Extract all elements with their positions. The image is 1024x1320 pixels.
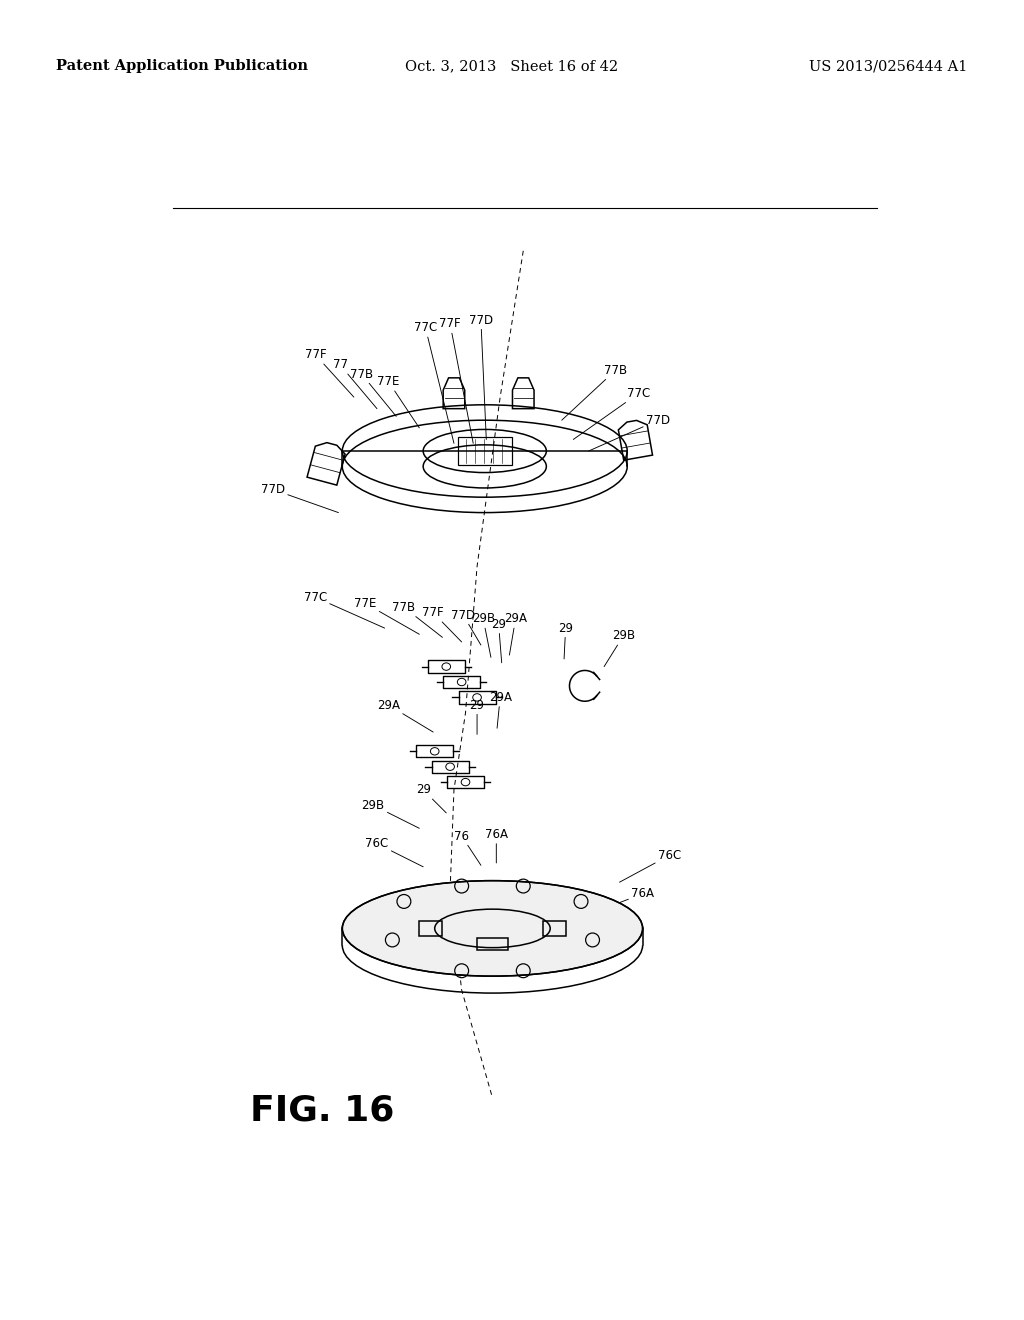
- Text: 29: 29: [470, 698, 484, 734]
- Text: 77C: 77C: [414, 321, 454, 444]
- Text: 29A: 29A: [488, 690, 512, 729]
- Text: 77E: 77E: [354, 597, 419, 635]
- Text: 77B: 77B: [392, 601, 442, 638]
- Text: 29: 29: [492, 618, 506, 663]
- Bar: [416, 744, 454, 758]
- Text: 76C: 76C: [620, 849, 681, 882]
- Bar: [443, 676, 480, 688]
- Text: 29A: 29A: [377, 698, 433, 733]
- Text: 29: 29: [558, 622, 573, 659]
- Text: 77D: 77D: [589, 413, 670, 451]
- Text: 77C: 77C: [304, 591, 385, 628]
- Text: US 2013/0256444 A1: US 2013/0256444 A1: [809, 59, 968, 74]
- Text: 77D: 77D: [469, 314, 493, 440]
- Text: 77E: 77E: [377, 375, 419, 428]
- Bar: [432, 760, 469, 774]
- Bar: [419, 921, 442, 936]
- Text: 77F: 77F: [304, 348, 354, 397]
- Text: 29B: 29B: [472, 612, 495, 657]
- Text: 77C: 77C: [573, 387, 650, 440]
- Bar: [543, 921, 565, 936]
- Text: 77D: 77D: [261, 483, 339, 512]
- Ellipse shape: [342, 880, 643, 977]
- Text: 29B: 29B: [604, 630, 635, 667]
- Text: 77: 77: [333, 358, 377, 409]
- Text: 76C: 76C: [366, 837, 423, 867]
- Bar: [428, 660, 465, 673]
- Text: 77D: 77D: [452, 609, 481, 645]
- Bar: [447, 776, 484, 788]
- Text: 29A: 29A: [504, 612, 527, 655]
- Text: 76A: 76A: [484, 828, 508, 863]
- Text: Patent Application Publication: Patent Application Publication: [56, 59, 308, 74]
- Bar: [459, 692, 496, 704]
- Text: 76A: 76A: [593, 887, 654, 913]
- Text: 29: 29: [416, 783, 446, 813]
- Bar: [477, 939, 508, 950]
- Text: 29B: 29B: [361, 799, 419, 829]
- Text: 77B: 77B: [350, 367, 396, 416]
- Text: FIG. 16: FIG. 16: [250, 1094, 394, 1129]
- Text: 76: 76: [455, 829, 481, 866]
- Text: 77F: 77F: [439, 317, 473, 444]
- Text: 77B: 77B: [562, 363, 628, 420]
- Text: 77F: 77F: [422, 606, 462, 642]
- Text: Oct. 3, 2013   Sheet 16 of 42: Oct. 3, 2013 Sheet 16 of 42: [406, 59, 618, 74]
- Text: 76A: 76A: [392, 899, 446, 921]
- Bar: [458, 437, 512, 465]
